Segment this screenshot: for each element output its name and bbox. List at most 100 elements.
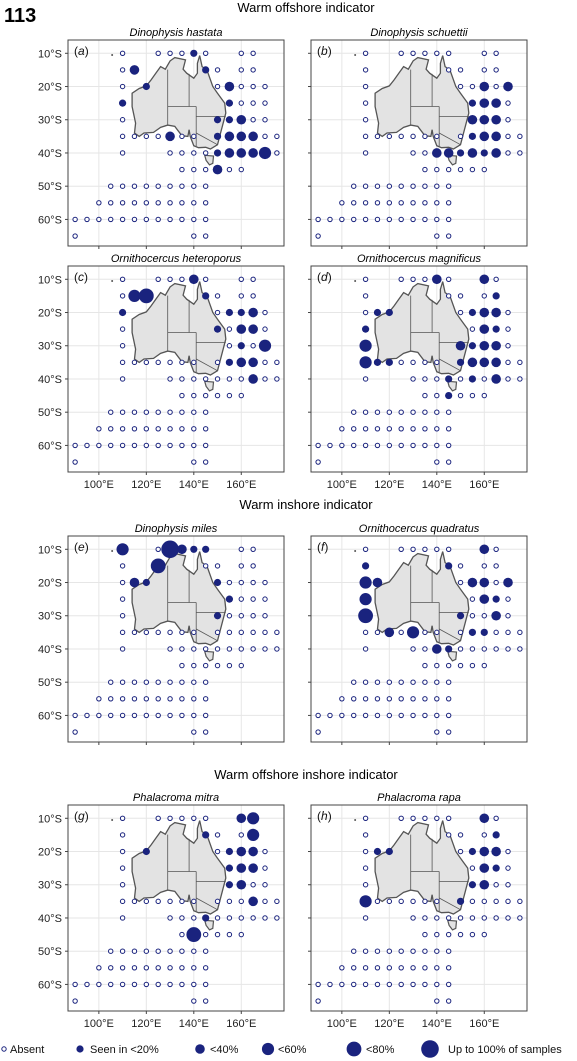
sample-absent xyxy=(398,679,404,685)
sample-absent xyxy=(351,981,357,988)
sample-present xyxy=(479,846,490,857)
sample-present xyxy=(406,626,420,639)
sample-absent xyxy=(155,948,161,954)
x-tick-label: 140°E xyxy=(179,1018,209,1030)
sample-absent xyxy=(493,815,499,821)
sample-absent xyxy=(481,646,487,652)
sample-absent xyxy=(131,216,138,223)
x-tick-label: 160°E xyxy=(469,1018,499,1030)
sample-absent xyxy=(398,696,404,702)
sample-present xyxy=(491,374,501,384)
sample-absent xyxy=(457,629,464,636)
sample-absent xyxy=(398,815,404,821)
sample-absent xyxy=(179,376,185,382)
y-tick-label: 50°S xyxy=(38,181,62,193)
sample-absent xyxy=(179,981,185,988)
sample-absent xyxy=(410,183,416,189)
sample-absent xyxy=(262,100,268,106)
sample-present xyxy=(247,812,260,825)
map-panel-d: Ornithocercus magnificus (d) 100°E 120°E 140… xyxy=(308,253,528,491)
sample-present xyxy=(480,149,488,157)
sample-absent xyxy=(374,712,381,719)
sample-absent xyxy=(339,712,345,719)
sample-absent xyxy=(493,882,499,888)
sample-absent xyxy=(339,426,345,432)
sample-present xyxy=(237,342,245,350)
sample-absent xyxy=(202,998,209,1004)
sample-absent xyxy=(457,579,464,586)
sample-absent xyxy=(386,712,393,719)
sample-absent xyxy=(469,392,476,399)
sample-absent xyxy=(315,233,321,239)
section-title-warm-inshore: Warm inshore indicator xyxy=(239,497,373,512)
sample-absent xyxy=(457,309,464,316)
sample-absent xyxy=(72,459,78,465)
sample-absent xyxy=(191,409,197,415)
sample-absent xyxy=(179,359,185,366)
sample-absent xyxy=(167,696,173,702)
sample-present xyxy=(248,846,258,857)
sample-present xyxy=(213,149,222,157)
sample-absent xyxy=(143,200,150,206)
sample-absent xyxy=(469,915,476,921)
sample-absent xyxy=(191,216,197,223)
sample-absent xyxy=(191,915,197,921)
sample-absent xyxy=(179,815,185,821)
x-tick-label: 100°E xyxy=(84,1018,114,1030)
sample-absent xyxy=(410,898,416,905)
sample-absent xyxy=(250,293,256,299)
sample-absent xyxy=(262,898,268,905)
y-tick-label: 40°S xyxy=(38,913,62,925)
sample-absent xyxy=(143,183,150,189)
sample-absent xyxy=(469,646,476,652)
sample-absent xyxy=(457,662,464,669)
sample-absent xyxy=(108,200,114,206)
sample-present xyxy=(492,325,500,333)
sample-absent xyxy=(119,442,126,449)
sample-absent xyxy=(226,662,233,669)
sample-absent xyxy=(96,216,102,223)
sample-absent xyxy=(238,376,244,382)
sample-absent xyxy=(202,276,209,282)
sample-absent xyxy=(434,696,440,702)
sample-absent xyxy=(155,133,161,140)
sample-absent xyxy=(374,898,381,905)
sample-absent xyxy=(143,948,150,954)
sample-present xyxy=(373,308,382,317)
sample-absent xyxy=(202,981,209,988)
state-border xyxy=(196,358,218,372)
sample-absent xyxy=(493,83,499,90)
sample-absent xyxy=(131,965,138,971)
panel-species-title: Ornithocercus quadratus xyxy=(359,523,480,535)
sample-absent xyxy=(434,426,440,432)
x-tick-label: 160°E xyxy=(469,479,499,491)
sample-absent xyxy=(238,83,244,90)
sample-present xyxy=(456,897,465,905)
sample-present xyxy=(213,325,222,333)
sample-absent xyxy=(84,442,90,449)
sample-absent xyxy=(155,815,161,821)
sample-absent xyxy=(202,815,209,821)
sample-absent xyxy=(445,459,452,465)
sample-absent xyxy=(202,409,209,415)
sample-absent xyxy=(362,815,369,821)
sample-absent xyxy=(250,563,256,569)
sample-absent xyxy=(445,679,452,685)
sample-absent xyxy=(119,133,126,140)
sample-present xyxy=(129,577,140,588)
sample-present xyxy=(479,307,490,318)
sample-absent xyxy=(386,948,393,954)
sample-present xyxy=(479,863,490,873)
sample-absent xyxy=(274,646,280,652)
sample-absent xyxy=(386,965,393,971)
sample-absent xyxy=(434,200,440,206)
sample-present xyxy=(468,881,477,889)
sample-absent xyxy=(362,546,369,552)
sample-absent xyxy=(327,712,333,719)
sample-absent xyxy=(119,832,126,838)
sample-present xyxy=(236,148,247,158)
sample-absent xyxy=(398,409,404,415)
sample-absent xyxy=(481,392,487,399)
sample-absent xyxy=(143,409,150,415)
sample-absent xyxy=(119,646,126,652)
